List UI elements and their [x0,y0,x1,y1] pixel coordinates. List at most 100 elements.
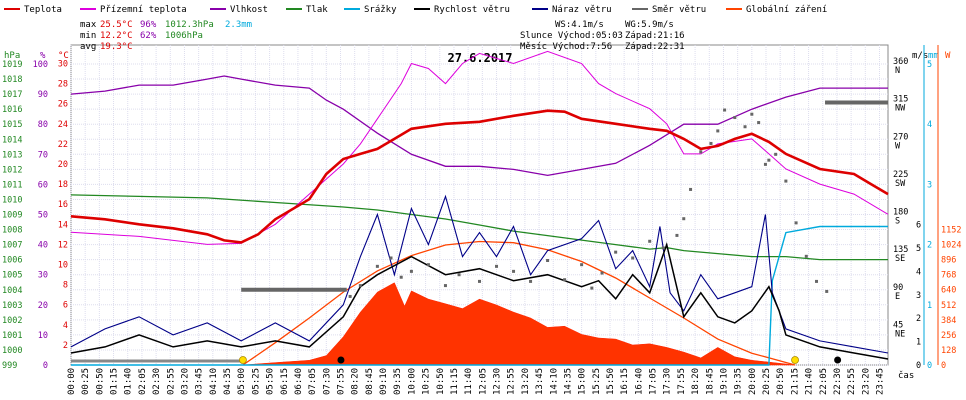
temp-tick: 30 [58,60,68,70]
chart-title: 27.6.2017 [447,51,512,65]
temp-tick: 2 [63,341,68,351]
x-tick-label: 00:50 [95,368,105,395]
wind-dir-point [426,263,430,267]
mm-tick: 0 [927,361,932,371]
legend-item: Tlak [306,5,328,15]
hpa-tick: 1008 [2,226,22,236]
w-tick: 128 [941,346,956,356]
wind-wg: WG:5.9m/s [625,20,674,30]
dir-tick: 180 [893,208,908,218]
x-tick-label: 22:55 [847,368,857,395]
legend-item: Teplota [24,5,62,15]
wind-dir-point [358,284,362,288]
dir-tick: 225 [893,170,908,180]
w-tick: 1152 [941,226,961,236]
mm-tick: 2 [927,241,932,251]
rain-line [71,225,888,366]
legend-item: Vlhkost [230,5,268,15]
dir-tick-name: W [895,141,901,151]
x-tick-label: 14:10 [549,368,559,395]
hpa-tick: 1002 [2,316,22,326]
wind-dir-point [512,269,516,273]
temp-tick: 20 [58,160,68,170]
wind-dir-point [675,233,679,237]
x-tick-label: 00:00 [67,368,77,395]
legend-item: Směr větru [652,5,706,15]
temp-tick: 10 [58,261,68,271]
sun-rise: Slunce Východ:05:03 [520,31,623,41]
wind-dir-point [590,286,594,290]
wind-dir-point [375,264,379,268]
wind-dir-point [495,264,499,268]
moon-set: Západ:22:31 [625,42,685,52]
wind-dir-point [648,239,652,243]
pct-tick: 30 [38,271,48,281]
wind-dir-point [348,294,352,298]
w-tick: 768 [941,271,956,281]
wind-dir-point [767,158,771,162]
hpa-tick: 1017 [2,90,22,100]
hpa-tick: 1011 [2,180,22,190]
x-tick-label: 09:10 [379,368,389,395]
mm-tick: 1 [927,301,932,311]
hpa-tick: 1012 [2,165,22,175]
x-tick-label: 06:15 [280,368,290,395]
radiation-clear-line [242,240,796,366]
wind-dir-point [825,289,829,293]
temp-tick: 6 [63,301,68,311]
axis-title-temp: °C [58,51,69,61]
ms-tick: 4 [916,267,921,277]
x-tick-label: 22:05 [819,368,829,395]
pct-tick: 90 [38,90,48,100]
stat-avg-temp: 19.3°C [100,42,133,52]
wind-dir-point [600,271,604,275]
x-tick-label: 16:40 [634,368,644,395]
sun-marker [791,356,799,364]
radiation-area [242,282,796,366]
wind-dir-point [743,125,747,129]
x-tick-label: 17:05 [649,368,659,395]
x-tick-label: 08:20 [351,368,361,395]
legend-item: Přízemní teplota [100,5,187,15]
humidity-line [70,75,888,177]
wind-dir-point [733,116,737,120]
wind-dir-point [774,152,778,156]
ground-temp-line [70,50,889,245]
stat-min-press: 1006hPa [165,31,203,41]
w-tick: 256 [941,331,956,341]
w-tick: 512 [941,301,956,311]
wind-dir-point [750,112,754,116]
hpa-tick: 1016 [2,105,22,115]
stat-rain: 2.3mm [225,20,252,30]
dir-tick-name: SE [895,254,905,264]
temp-tick: 8 [63,281,68,291]
x-tick-label: 11:40 [464,368,474,395]
sun-set: Západ:21:16 [625,31,685,41]
stat-min-hum: 62% [140,31,157,41]
x-tick-label: 02:30 [152,368,162,395]
x-tick-label: 03:45 [195,368,205,395]
ms-tick: 2 [916,314,921,324]
x-tick-label: 02:55 [166,368,176,395]
wind-dir-point [409,269,413,273]
temp-tick: 16 [58,200,68,210]
w-tick: 1024 [941,241,961,251]
temp-tick: 22 [58,140,68,150]
x-tick-label: 06:40 [294,368,304,395]
x-tick-label: 05:25 [251,368,261,395]
mm-tick: 4 [927,120,932,130]
ms-tick: 5 [916,244,921,254]
hpa-tick: 1006 [2,256,22,266]
x-tick-label: 16:15 [620,368,630,395]
axis-title-ms: m/s [912,51,928,61]
temperature-line [70,109,889,244]
x-tick-label: 17:30 [663,368,673,395]
stat-min-temp: 12.2°C [100,31,133,41]
wind-dir-point [546,259,550,262]
x-tick-label: 18:45 [705,368,715,395]
wind-dir-point [399,275,403,279]
x-tick-label: 09:35 [393,368,403,395]
pct-tick: 0 [43,361,48,371]
wind-dir-point [443,284,447,288]
